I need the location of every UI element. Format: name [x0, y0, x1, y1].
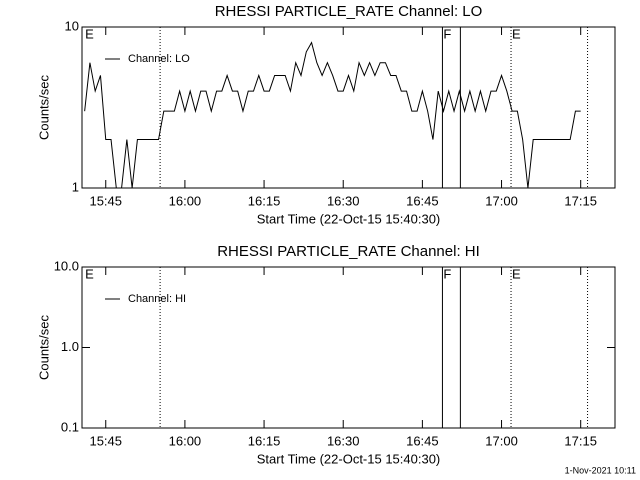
x-tick-label: 15:45 — [89, 193, 122, 208]
x-tick-label: 16:15 — [248, 433, 281, 448]
y-tick-label: 10.0 — [54, 258, 79, 273]
x-tick-label: 17:15 — [564, 433, 597, 448]
y-axis-label: Counts/sec — [36, 74, 51, 140]
event-marker: E — [85, 266, 94, 281]
data-line — [84, 41, 581, 189]
event-marker: E — [85, 26, 94, 41]
chart-title: RHESSI PARTICLE_RATE Channel: HI — [217, 243, 480, 260]
x-axis-label: Start Time (22-Oct-15 15:40:30) — [257, 211, 441, 226]
legend-label: Channel: HI — [128, 293, 186, 305]
x-axis-label: Start Time (22-Oct-15 15:40:30) — [257, 451, 441, 466]
x-tick-label: 16:45 — [406, 433, 439, 448]
chart-title: RHESSI PARTICLE_RATE Channel: LO — [215, 3, 483, 20]
legend-label: Channel: LO — [128, 53, 190, 65]
event-marker: F — [443, 266, 451, 281]
x-tick-label: 16:30 — [327, 193, 360, 208]
footer: 1-Nov-2021 10:11 — [565, 465, 636, 475]
y-tick-label: 1.0 — [61, 339, 79, 354]
x-tick-label: 17:15 — [564, 193, 597, 208]
x-tick-label: 16:30 — [327, 433, 360, 448]
x-tick-label: 17:00 — [485, 433, 518, 448]
x-tick-label: 16:45 — [406, 193, 439, 208]
y-tick-label: 0.1 — [61, 419, 79, 434]
y-axis-label: Counts/sec — [36, 314, 51, 380]
event-marker: E — [512, 266, 521, 281]
x-tick-label: 16:15 — [248, 193, 281, 208]
y-tick-label: 1 — [72, 179, 79, 194]
event-marker: E — [512, 26, 521, 41]
x-tick-label: 15:45 — [89, 433, 122, 448]
event-marker: F — [443, 26, 451, 41]
x-tick-label: 16:00 — [169, 193, 202, 208]
x-tick-label: 16:00 — [169, 433, 202, 448]
plot-frame — [81, 26, 616, 189]
y-tick-label: 10 — [65, 18, 79, 33]
x-tick-label: 17:00 — [485, 193, 518, 208]
